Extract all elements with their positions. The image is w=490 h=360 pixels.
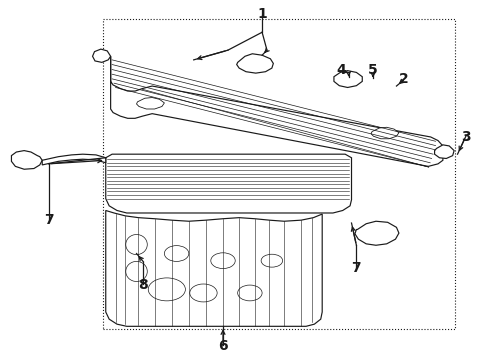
Polygon shape [334, 71, 362, 87]
Text: 4: 4 [337, 63, 346, 77]
Ellipse shape [238, 285, 262, 301]
Polygon shape [106, 154, 351, 213]
Text: 2: 2 [398, 72, 408, 86]
Text: 6: 6 [218, 339, 228, 353]
Ellipse shape [211, 253, 235, 269]
Text: 1: 1 [257, 7, 267, 21]
Polygon shape [106, 211, 322, 326]
Polygon shape [137, 98, 164, 109]
Text: 8: 8 [139, 278, 148, 292]
Bar [103, 19, 455, 329]
Ellipse shape [190, 284, 217, 302]
Polygon shape [93, 49, 111, 62]
Ellipse shape [261, 254, 283, 267]
Text: 7: 7 [44, 213, 53, 227]
Ellipse shape [148, 278, 185, 301]
Polygon shape [42, 154, 106, 165]
Polygon shape [111, 56, 443, 166]
Text: 7: 7 [352, 261, 361, 275]
Ellipse shape [164, 246, 189, 261]
Ellipse shape [126, 261, 147, 282]
Text: 3: 3 [461, 130, 471, 144]
Polygon shape [237, 54, 273, 73]
Ellipse shape [126, 234, 147, 255]
Polygon shape [371, 127, 399, 139]
Text: 5: 5 [368, 63, 378, 77]
Polygon shape [355, 221, 399, 245]
Polygon shape [435, 145, 454, 158]
Polygon shape [11, 150, 42, 169]
